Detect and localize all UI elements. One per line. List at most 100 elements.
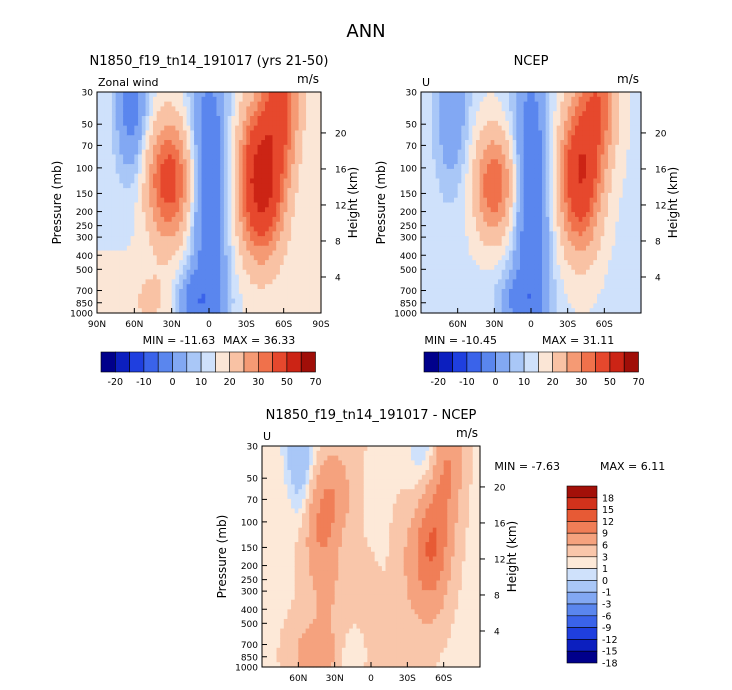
contour-cell <box>276 140 281 146</box>
contour-cell <box>126 293 132 300</box>
contour-cell <box>549 183 554 189</box>
contour-cell <box>509 144 514 151</box>
contour-cell <box>179 111 184 117</box>
contour-cell <box>556 92 561 98</box>
contour-cell <box>454 207 459 213</box>
contour-cell <box>197 284 203 290</box>
contour-cell <box>446 298 451 304</box>
contour-cell <box>179 116 184 122</box>
contour-cell <box>494 269 499 276</box>
contour-cell <box>498 183 503 189</box>
contour-cell <box>123 164 128 170</box>
contour-cell <box>265 226 270 232</box>
contour-cell <box>520 288 525 295</box>
contour-cell <box>457 135 462 141</box>
contour-cell <box>472 183 477 189</box>
contour-cell <box>472 245 477 252</box>
contour-cell <box>302 106 307 112</box>
contour-cell <box>294 274 300 280</box>
contour-cell <box>421 255 426 261</box>
contour-cell <box>126 236 132 242</box>
contour-cell <box>265 240 270 247</box>
contour-cell <box>272 188 277 194</box>
contour-cell <box>446 245 451 252</box>
contour-cell <box>571 149 576 156</box>
contour-cell <box>534 226 539 232</box>
contour-cell <box>97 245 102 252</box>
contour-cell <box>553 144 558 151</box>
contour-cell <box>505 293 510 300</box>
contour-cell <box>443 279 448 285</box>
contour-cell <box>483 207 488 213</box>
contour-cell <box>115 202 120 208</box>
contour-cell <box>134 250 139 256</box>
contour-cell <box>527 293 532 300</box>
contour-cell <box>468 125 473 132</box>
contour-cell <box>279 164 285 170</box>
contour-cell <box>175 120 180 127</box>
contour-cell <box>149 236 154 242</box>
contour-cell <box>216 274 221 280</box>
contour-cell <box>279 298 285 304</box>
contour-cell <box>123 120 128 127</box>
contour-cell <box>294 260 300 266</box>
contour-cell <box>538 96 543 103</box>
contour-cell <box>250 216 255 223</box>
contour-cell <box>516 168 521 175</box>
contour-cell <box>104 106 109 112</box>
contour-cell <box>498 173 503 180</box>
contour-cell <box>516 92 521 98</box>
contour-cell <box>231 101 236 108</box>
contour-cell <box>182 125 188 132</box>
contour-cell <box>167 101 173 108</box>
contour-cell <box>505 130 510 136</box>
contour-cell <box>145 111 150 117</box>
contour-cell <box>220 96 225 103</box>
contour-cell <box>149 130 154 136</box>
contour-cell <box>432 154 437 160</box>
contour-cell <box>205 274 210 280</box>
contour-cell <box>468 164 473 170</box>
contour-cell <box>505 226 510 232</box>
contour-cell <box>428 173 433 180</box>
contour-cell <box>432 140 437 146</box>
contour-cell <box>223 202 229 208</box>
contour-cell <box>291 274 296 280</box>
contour-cell <box>216 308 221 314</box>
contour-cell <box>119 125 124 132</box>
contour-cell <box>309 101 315 108</box>
contour-cell <box>149 250 154 256</box>
contour-cell <box>134 125 139 132</box>
contour-cell <box>287 183 292 189</box>
contour-cell <box>235 111 240 117</box>
contour-cell <box>553 149 558 156</box>
contour-cell <box>294 125 300 132</box>
contour-cell <box>253 140 259 146</box>
contour-cell <box>97 240 102 247</box>
contour-cell <box>446 149 451 156</box>
contour-cell <box>549 293 554 300</box>
contour-cell <box>306 255 311 261</box>
contour-cell <box>160 125 165 132</box>
contour-cell <box>465 125 470 132</box>
contour-cell <box>268 212 274 218</box>
contour-cell <box>231 231 236 237</box>
contour-cell <box>571 288 576 295</box>
contour-cell <box>212 240 218 247</box>
contour-cell <box>100 216 106 223</box>
contour-cell <box>424 192 429 199</box>
contour-cell <box>231 274 236 280</box>
contour-cell <box>556 226 561 232</box>
contour-cell <box>194 236 199 242</box>
contour-cell <box>246 101 251 108</box>
contour-cell <box>454 245 459 252</box>
contour-cell <box>545 178 550 184</box>
contour-cell <box>145 216 150 223</box>
contour-cell <box>201 140 206 146</box>
contour-cell <box>457 202 462 208</box>
contour-cell <box>134 144 139 151</box>
contour-cell <box>231 284 236 290</box>
contour-cell <box>276 135 281 141</box>
contour-cell <box>457 164 462 170</box>
contour-cell <box>231 192 236 199</box>
